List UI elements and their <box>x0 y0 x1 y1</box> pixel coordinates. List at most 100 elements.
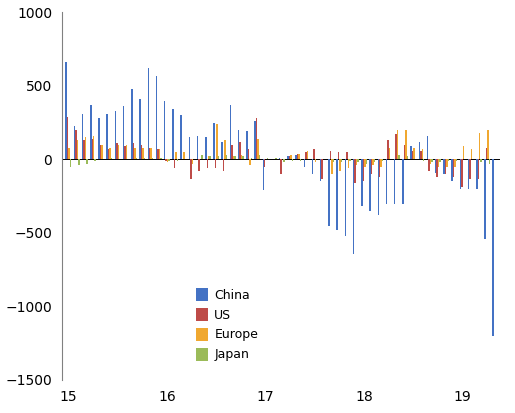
Bar <box>147 68 149 159</box>
Bar <box>223 159 225 171</box>
Bar <box>225 140 226 159</box>
Bar <box>386 159 387 204</box>
Bar <box>77 140 78 159</box>
Bar <box>78 159 79 165</box>
Bar <box>82 114 83 159</box>
Bar <box>125 146 126 159</box>
Bar <box>461 159 462 188</box>
Legend: China, US, Europe, Japan: China, US, Europe, Japan <box>191 283 263 366</box>
Bar <box>123 107 125 159</box>
Bar <box>141 145 142 159</box>
Bar <box>477 159 479 178</box>
Bar <box>254 121 256 159</box>
Bar <box>414 148 415 159</box>
Bar <box>379 159 381 177</box>
Bar <box>402 159 404 204</box>
Bar <box>315 159 316 162</box>
Bar <box>65 62 67 159</box>
Bar <box>267 158 268 159</box>
Bar <box>349 159 351 161</box>
Bar <box>207 159 208 168</box>
Bar <box>74 126 75 159</box>
Bar <box>67 117 68 159</box>
Bar <box>421 149 423 159</box>
Bar <box>239 142 241 159</box>
Bar <box>484 159 486 239</box>
Bar <box>70 159 71 167</box>
Bar <box>243 157 244 159</box>
Bar <box>348 159 349 168</box>
Bar <box>208 157 210 159</box>
Bar <box>394 159 396 204</box>
Bar <box>364 159 366 167</box>
Bar <box>423 159 424 161</box>
Bar <box>157 149 159 159</box>
Bar <box>231 145 233 159</box>
Bar <box>167 159 168 162</box>
Bar <box>487 130 489 159</box>
Bar <box>241 155 243 159</box>
Bar <box>387 140 389 159</box>
Bar <box>90 105 92 159</box>
Bar <box>331 159 333 174</box>
Bar <box>108 149 109 159</box>
Bar <box>468 159 469 189</box>
Bar <box>92 139 93 159</box>
Bar <box>94 159 96 161</box>
Bar <box>363 159 364 181</box>
Bar <box>218 157 219 159</box>
Bar <box>462 146 464 159</box>
Bar <box>374 159 375 162</box>
Bar <box>159 149 160 159</box>
Bar <box>437 159 438 177</box>
Bar <box>210 157 211 159</box>
Bar <box>346 152 348 159</box>
Bar <box>100 145 101 159</box>
Bar <box>312 159 313 174</box>
Bar <box>339 159 341 171</box>
Bar <box>192 159 193 164</box>
Bar <box>83 140 85 159</box>
Bar <box>396 134 397 159</box>
Bar <box>419 142 420 159</box>
Bar <box>338 152 339 159</box>
Bar <box>453 159 454 177</box>
Bar <box>389 148 390 159</box>
Bar <box>140 99 141 159</box>
Bar <box>297 154 298 159</box>
Bar <box>230 105 231 159</box>
Bar <box>264 159 265 167</box>
Bar <box>134 148 135 159</box>
Bar <box>476 159 477 189</box>
Bar <box>479 133 480 159</box>
Bar <box>135 158 137 159</box>
Bar <box>459 159 461 189</box>
Bar <box>345 159 346 236</box>
Bar <box>258 139 259 159</box>
Bar <box>183 152 185 159</box>
Bar <box>168 159 170 161</box>
Bar <box>454 159 456 167</box>
Bar <box>456 159 457 161</box>
Bar <box>164 101 165 159</box>
Bar <box>221 142 223 159</box>
Bar <box>205 138 207 159</box>
Bar <box>356 159 357 165</box>
Bar <box>160 158 162 159</box>
Bar <box>174 159 175 168</box>
Bar <box>361 159 363 206</box>
Bar <box>430 159 431 164</box>
Bar <box>381 159 382 167</box>
Bar <box>226 155 228 159</box>
Bar <box>428 159 430 171</box>
Bar <box>298 154 300 159</box>
Bar <box>435 159 437 173</box>
Bar <box>287 157 288 159</box>
Bar <box>238 130 239 159</box>
Bar <box>156 76 157 159</box>
Bar <box>371 159 372 174</box>
Bar <box>357 159 359 162</box>
Bar <box>259 155 260 159</box>
Bar <box>281 159 282 174</box>
Bar <box>399 155 400 159</box>
